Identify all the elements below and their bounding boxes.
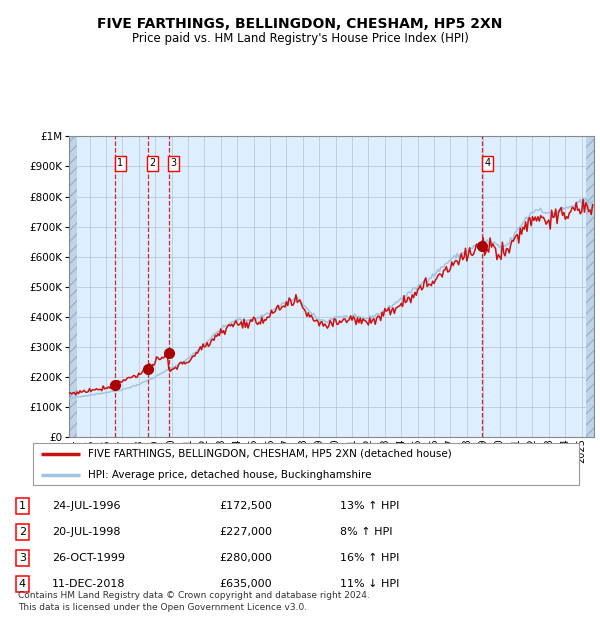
Bar bbox=[586, 136, 594, 437]
Text: £635,000: £635,000 bbox=[220, 579, 272, 589]
Text: 16% ↑ HPI: 16% ↑ HPI bbox=[340, 553, 400, 563]
Text: 24-JUL-1996: 24-JUL-1996 bbox=[52, 502, 121, 512]
Text: Contains HM Land Registry data © Crown copyright and database right 2024.
This d: Contains HM Land Registry data © Crown c… bbox=[18, 591, 370, 612]
Text: FIVE FARTHINGS, BELLINGDON, CHESHAM, HP5 2XN (detached house): FIVE FARTHINGS, BELLINGDON, CHESHAM, HP5… bbox=[88, 449, 452, 459]
Bar bbox=[69, 136, 77, 437]
Text: 2: 2 bbox=[19, 527, 26, 537]
Text: 20-JUL-1998: 20-JUL-1998 bbox=[52, 527, 121, 537]
FancyBboxPatch shape bbox=[33, 443, 579, 485]
Text: 26-OCT-1999: 26-OCT-1999 bbox=[52, 553, 125, 563]
Text: 11% ↓ HPI: 11% ↓ HPI bbox=[340, 579, 400, 589]
Text: 8% ↑ HPI: 8% ↑ HPI bbox=[340, 527, 393, 537]
Text: 3: 3 bbox=[19, 553, 26, 563]
Text: 13% ↑ HPI: 13% ↑ HPI bbox=[340, 502, 400, 512]
Text: 2: 2 bbox=[150, 159, 156, 169]
Text: FIVE FARTHINGS, BELLINGDON, CHESHAM, HP5 2XN: FIVE FARTHINGS, BELLINGDON, CHESHAM, HP5… bbox=[97, 17, 503, 32]
Text: 1: 1 bbox=[117, 159, 123, 169]
Text: 1: 1 bbox=[19, 502, 26, 512]
Text: 4: 4 bbox=[19, 579, 26, 589]
Text: HPI: Average price, detached house, Buckinghamshire: HPI: Average price, detached house, Buck… bbox=[88, 471, 371, 480]
Text: 4: 4 bbox=[484, 159, 491, 169]
Text: 11-DEC-2018: 11-DEC-2018 bbox=[52, 579, 126, 589]
Text: £280,000: £280,000 bbox=[220, 553, 272, 563]
Text: £172,500: £172,500 bbox=[220, 502, 272, 512]
Text: 3: 3 bbox=[170, 159, 176, 169]
Text: Price paid vs. HM Land Registry's House Price Index (HPI): Price paid vs. HM Land Registry's House … bbox=[131, 32, 469, 45]
Text: £227,000: £227,000 bbox=[220, 527, 272, 537]
